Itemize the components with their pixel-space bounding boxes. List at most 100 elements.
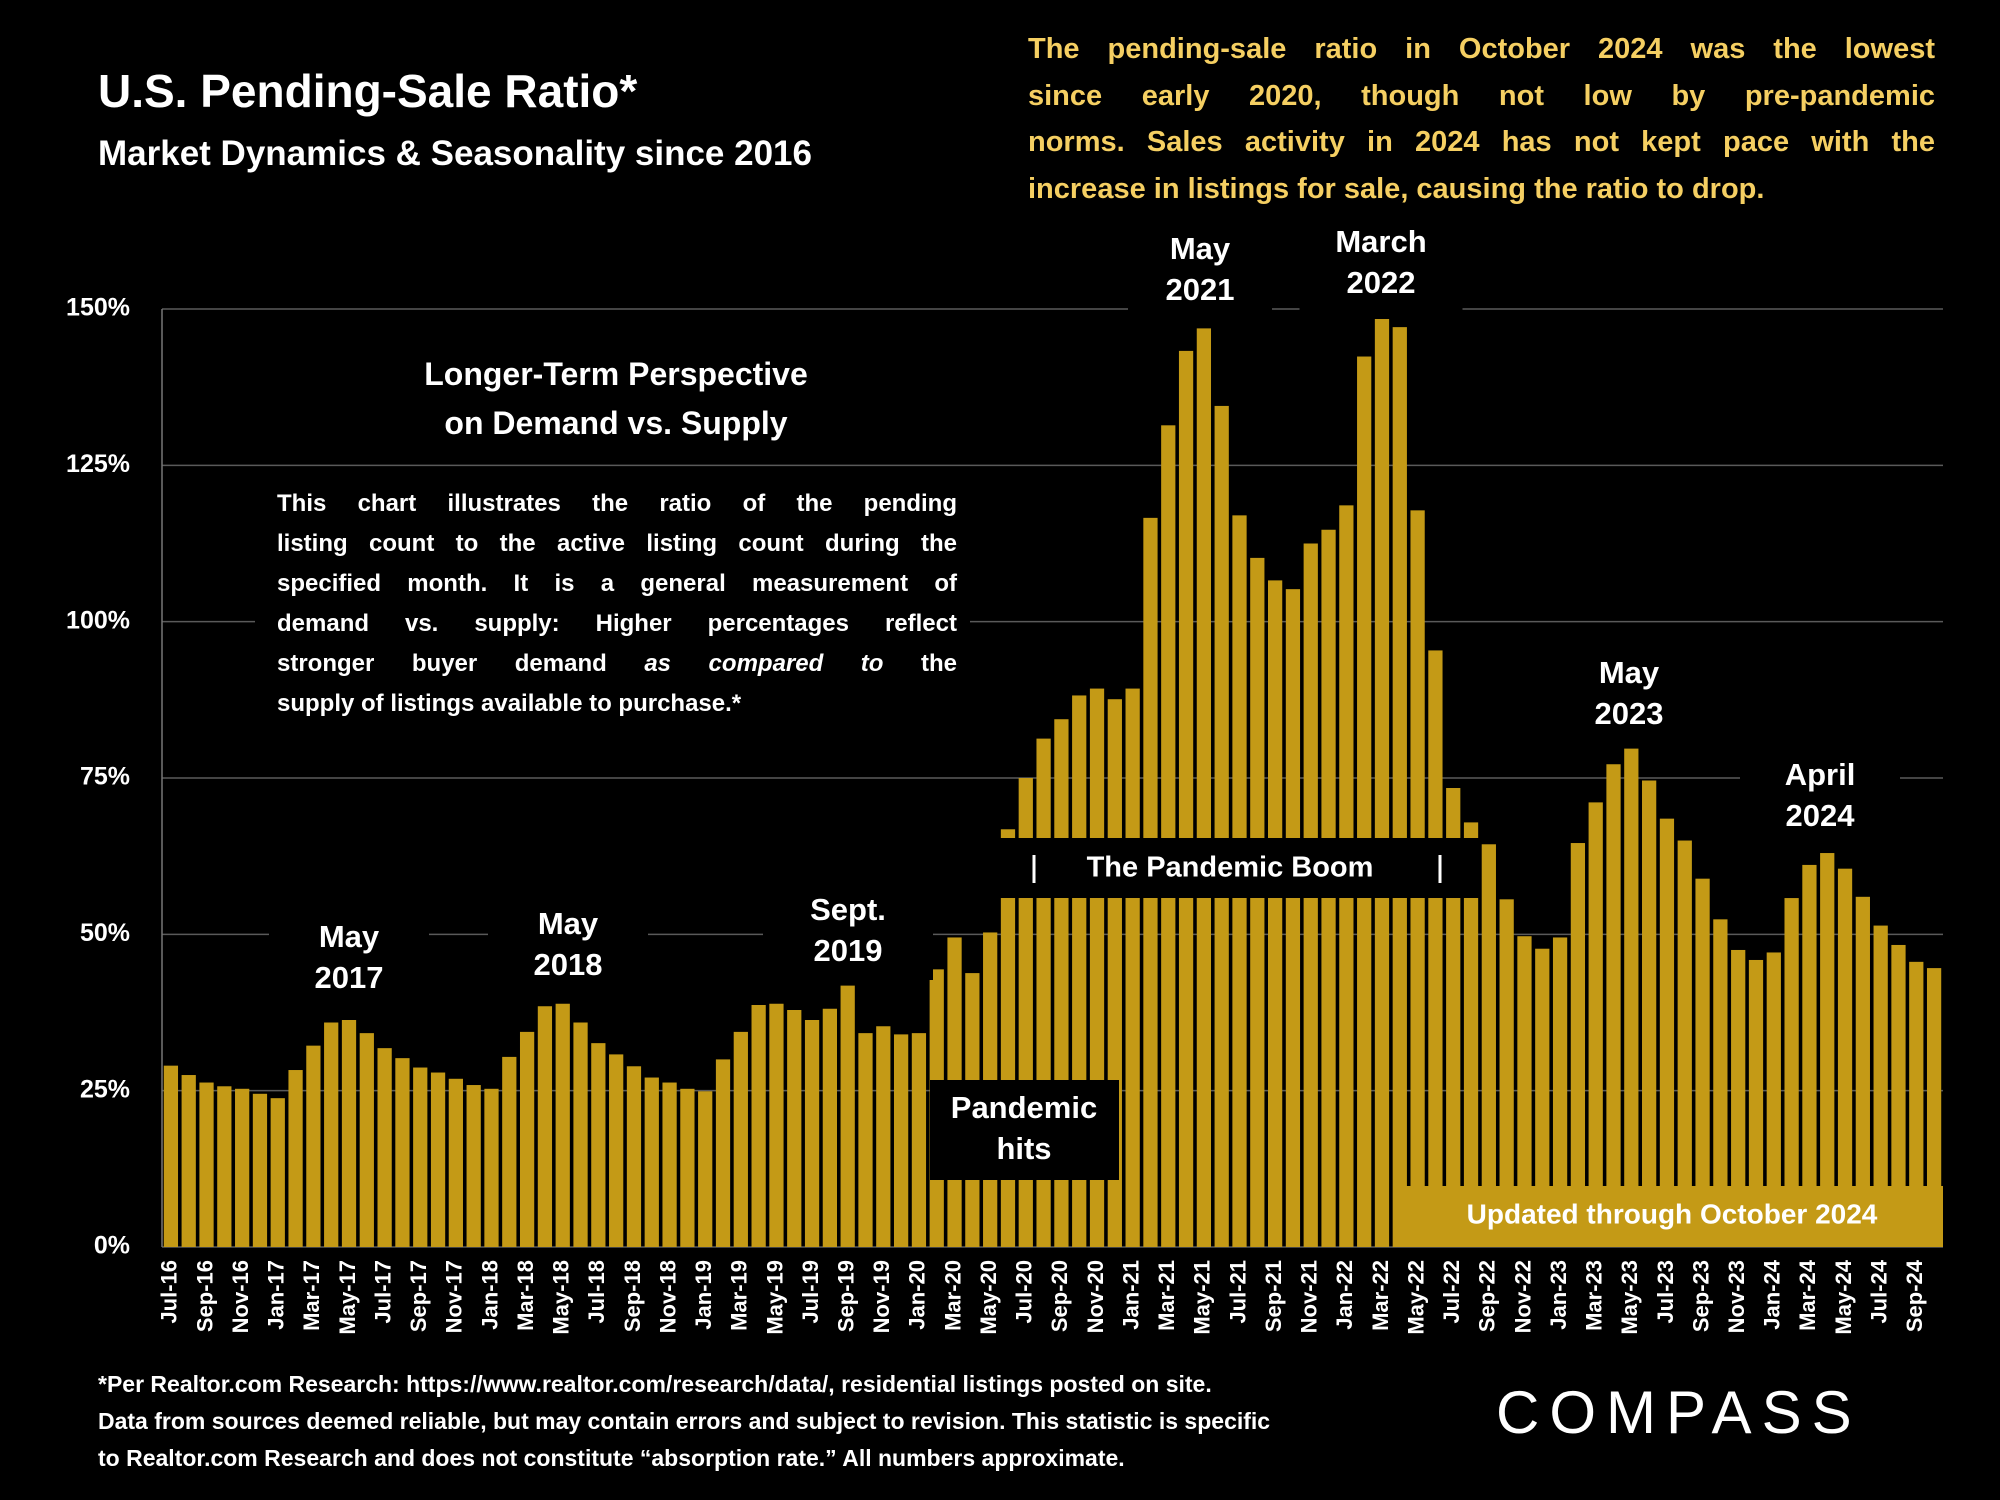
bar bbox=[1428, 650, 1443, 1247]
annotation: Sept. bbox=[810, 892, 886, 927]
bar bbox=[1695, 878, 1710, 1247]
bar bbox=[840, 985, 855, 1247]
commentary-line: norms. Sales activity in 2024 has not ke… bbox=[1028, 126, 1935, 158]
annotation: 2019 bbox=[814, 933, 883, 968]
annotation: May bbox=[1599, 655, 1660, 690]
description-text: the bbox=[883, 650, 957, 677]
bar bbox=[1250, 557, 1265, 1247]
bar bbox=[555, 1003, 570, 1247]
x-tick-label: Jul-17 bbox=[370, 1260, 395, 1324]
bar bbox=[1713, 919, 1728, 1247]
commentary-line: increase in listings for sale, causing t… bbox=[1028, 172, 1765, 205]
bar bbox=[1909, 961, 1924, 1247]
x-tick-label: Sep-19 bbox=[833, 1260, 858, 1332]
x-tick-label: May-24 bbox=[1831, 1259, 1856, 1334]
x-tick-label: Sep-18 bbox=[620, 1260, 645, 1332]
x-tick-label: Mar-20 bbox=[940, 1260, 965, 1331]
bar bbox=[1481, 844, 1496, 1247]
bar bbox=[306, 1045, 321, 1247]
annotation: 2022 bbox=[1347, 265, 1416, 300]
bar bbox=[1606, 764, 1621, 1247]
x-tick-label: Jan-20 bbox=[905, 1260, 930, 1330]
description-text: demand vs. supply: Higher percentages re… bbox=[277, 610, 957, 637]
label-backdrop bbox=[930, 1080, 1119, 1180]
annotation: 2023 bbox=[1595, 696, 1664, 731]
bar bbox=[502, 1056, 517, 1247]
bar bbox=[1624, 748, 1639, 1247]
footnote-line: *Per Realtor.com Research: https://www.r… bbox=[98, 1371, 1212, 1397]
bar bbox=[1748, 959, 1764, 1247]
bar bbox=[1285, 589, 1301, 1247]
brand-logo: COMPASS bbox=[1496, 1379, 1862, 1446]
commentary: The pending-sale ratio in October 2024 w… bbox=[1028, 26, 1935, 212]
x-tick-label: Mar-22 bbox=[1368, 1260, 1393, 1331]
x-tick-label: Jan-21 bbox=[1118, 1260, 1143, 1330]
x-tick-label: Jul-21 bbox=[1225, 1260, 1250, 1324]
bar bbox=[1196, 328, 1212, 1247]
bar bbox=[858, 1033, 873, 1247]
bar bbox=[1659, 818, 1675, 1247]
annotation: April bbox=[1785, 757, 1856, 792]
bar bbox=[413, 1067, 428, 1247]
annotation: 2021 bbox=[1166, 272, 1235, 307]
chart-title: U.S. Pending-Sale Ratio* bbox=[98, 65, 638, 117]
label-backdrop bbox=[1299, 216, 1463, 312]
bar bbox=[199, 1082, 214, 1247]
bar bbox=[1891, 944, 1906, 1247]
x-tick-label: Mar-23 bbox=[1582, 1260, 1607, 1331]
bar bbox=[1731, 949, 1746, 1247]
bar bbox=[270, 1098, 285, 1247]
update-note: Updated through October 2024 bbox=[1467, 1198, 1878, 1229]
bar bbox=[876, 1026, 891, 1247]
bar bbox=[1642, 780, 1657, 1247]
x-tick-label: Jan-24 bbox=[1760, 1259, 1785, 1329]
y-tick-label: 100% bbox=[66, 606, 130, 634]
x-tick-label: Nov-16 bbox=[228, 1260, 253, 1333]
x-tick-label: Sep-20 bbox=[1047, 1260, 1072, 1332]
description-text: This chart illustrates the ratio of the … bbox=[277, 490, 957, 517]
bar bbox=[1820, 853, 1835, 1247]
x-tick-label: Jul-24 bbox=[1866, 1259, 1891, 1323]
x-tick-label: Nov-17 bbox=[442, 1260, 467, 1333]
bar bbox=[1178, 350, 1194, 1247]
bar bbox=[1552, 937, 1568, 1247]
label-backdrop bbox=[1128, 223, 1272, 319]
x-tick-label: Nov-23 bbox=[1724, 1260, 1749, 1333]
description-text: specified month. It is a general measure… bbox=[277, 570, 957, 597]
commentary-line: The pending-sale ratio in October 2024 w… bbox=[1028, 33, 1935, 65]
x-tick-label: Jul-18 bbox=[584, 1260, 609, 1324]
bar bbox=[395, 1058, 410, 1247]
x-tick-label: May-22 bbox=[1403, 1260, 1428, 1335]
bar bbox=[1802, 864, 1817, 1247]
bar bbox=[626, 1066, 642, 1247]
bar bbox=[377, 1048, 392, 1247]
annotation: May bbox=[319, 919, 380, 954]
x-tick-label: May-18 bbox=[549, 1260, 574, 1335]
label-backdrop bbox=[999, 838, 1480, 898]
annotation: Pandemic bbox=[951, 1090, 1097, 1125]
footnote-line: to Realtor.com Research and does not con… bbox=[98, 1445, 1125, 1471]
annotation: March bbox=[1335, 224, 1426, 259]
bar bbox=[181, 1075, 196, 1247]
bar bbox=[1677, 840, 1692, 1247]
bar bbox=[911, 1033, 927, 1247]
label-backdrop bbox=[255, 470, 970, 722]
x-tick-label: Mar-19 bbox=[727, 1260, 752, 1331]
annotation: 2024 bbox=[1786, 798, 1856, 833]
bar bbox=[1214, 405, 1229, 1248]
bar bbox=[359, 1033, 374, 1247]
footnote-line: Data from sources deemed reliable, but m… bbox=[98, 1408, 1271, 1434]
x-tick-label: Nov-20 bbox=[1083, 1260, 1108, 1333]
bar bbox=[324, 1022, 339, 1247]
x-tick-label: May-21 bbox=[1190, 1260, 1215, 1335]
annotation: May bbox=[1170, 231, 1231, 266]
bar bbox=[163, 1065, 179, 1247]
x-tick-label: Sep-21 bbox=[1261, 1260, 1286, 1332]
bar bbox=[787, 1009, 802, 1247]
label-backdrop bbox=[1740, 749, 1900, 845]
x-tick-label: Sep-24 bbox=[1902, 1259, 1927, 1332]
bar bbox=[537, 1006, 553, 1247]
x-tick-label: Sep-23 bbox=[1688, 1260, 1713, 1332]
